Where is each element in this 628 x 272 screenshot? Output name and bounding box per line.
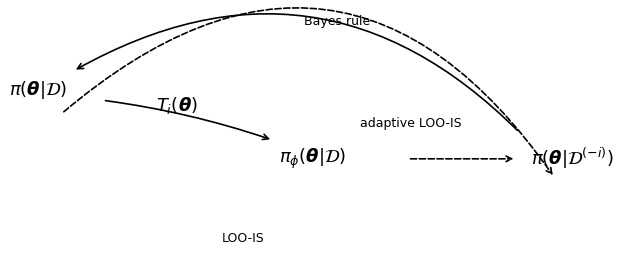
Text: LOO-IS: LOO-IS: [222, 232, 265, 245]
Text: Bayes rule: Bayes rule: [304, 15, 371, 28]
Text: $\pi_{\phi}(\boldsymbol{\theta}|\mathcal{D})$: $\pi_{\phi}(\boldsymbol{\theta}|\mathcal…: [279, 147, 345, 171]
Text: $\pi(\boldsymbol{\theta}|\mathcal{D}^{(-i)})$: $\pi(\boldsymbol{\theta}|\mathcal{D}^{(-…: [531, 146, 614, 171]
Text: $T_i(\boldsymbol{\theta})$: $T_i(\boldsymbol{\theta})$: [156, 95, 197, 116]
Text: $\pi(\boldsymbol{\theta}|\mathcal{D})$: $\pi(\boldsymbol{\theta}|\mathcal{D})$: [9, 79, 68, 101]
Text: adaptive LOO-IS: adaptive LOO-IS: [360, 116, 462, 129]
